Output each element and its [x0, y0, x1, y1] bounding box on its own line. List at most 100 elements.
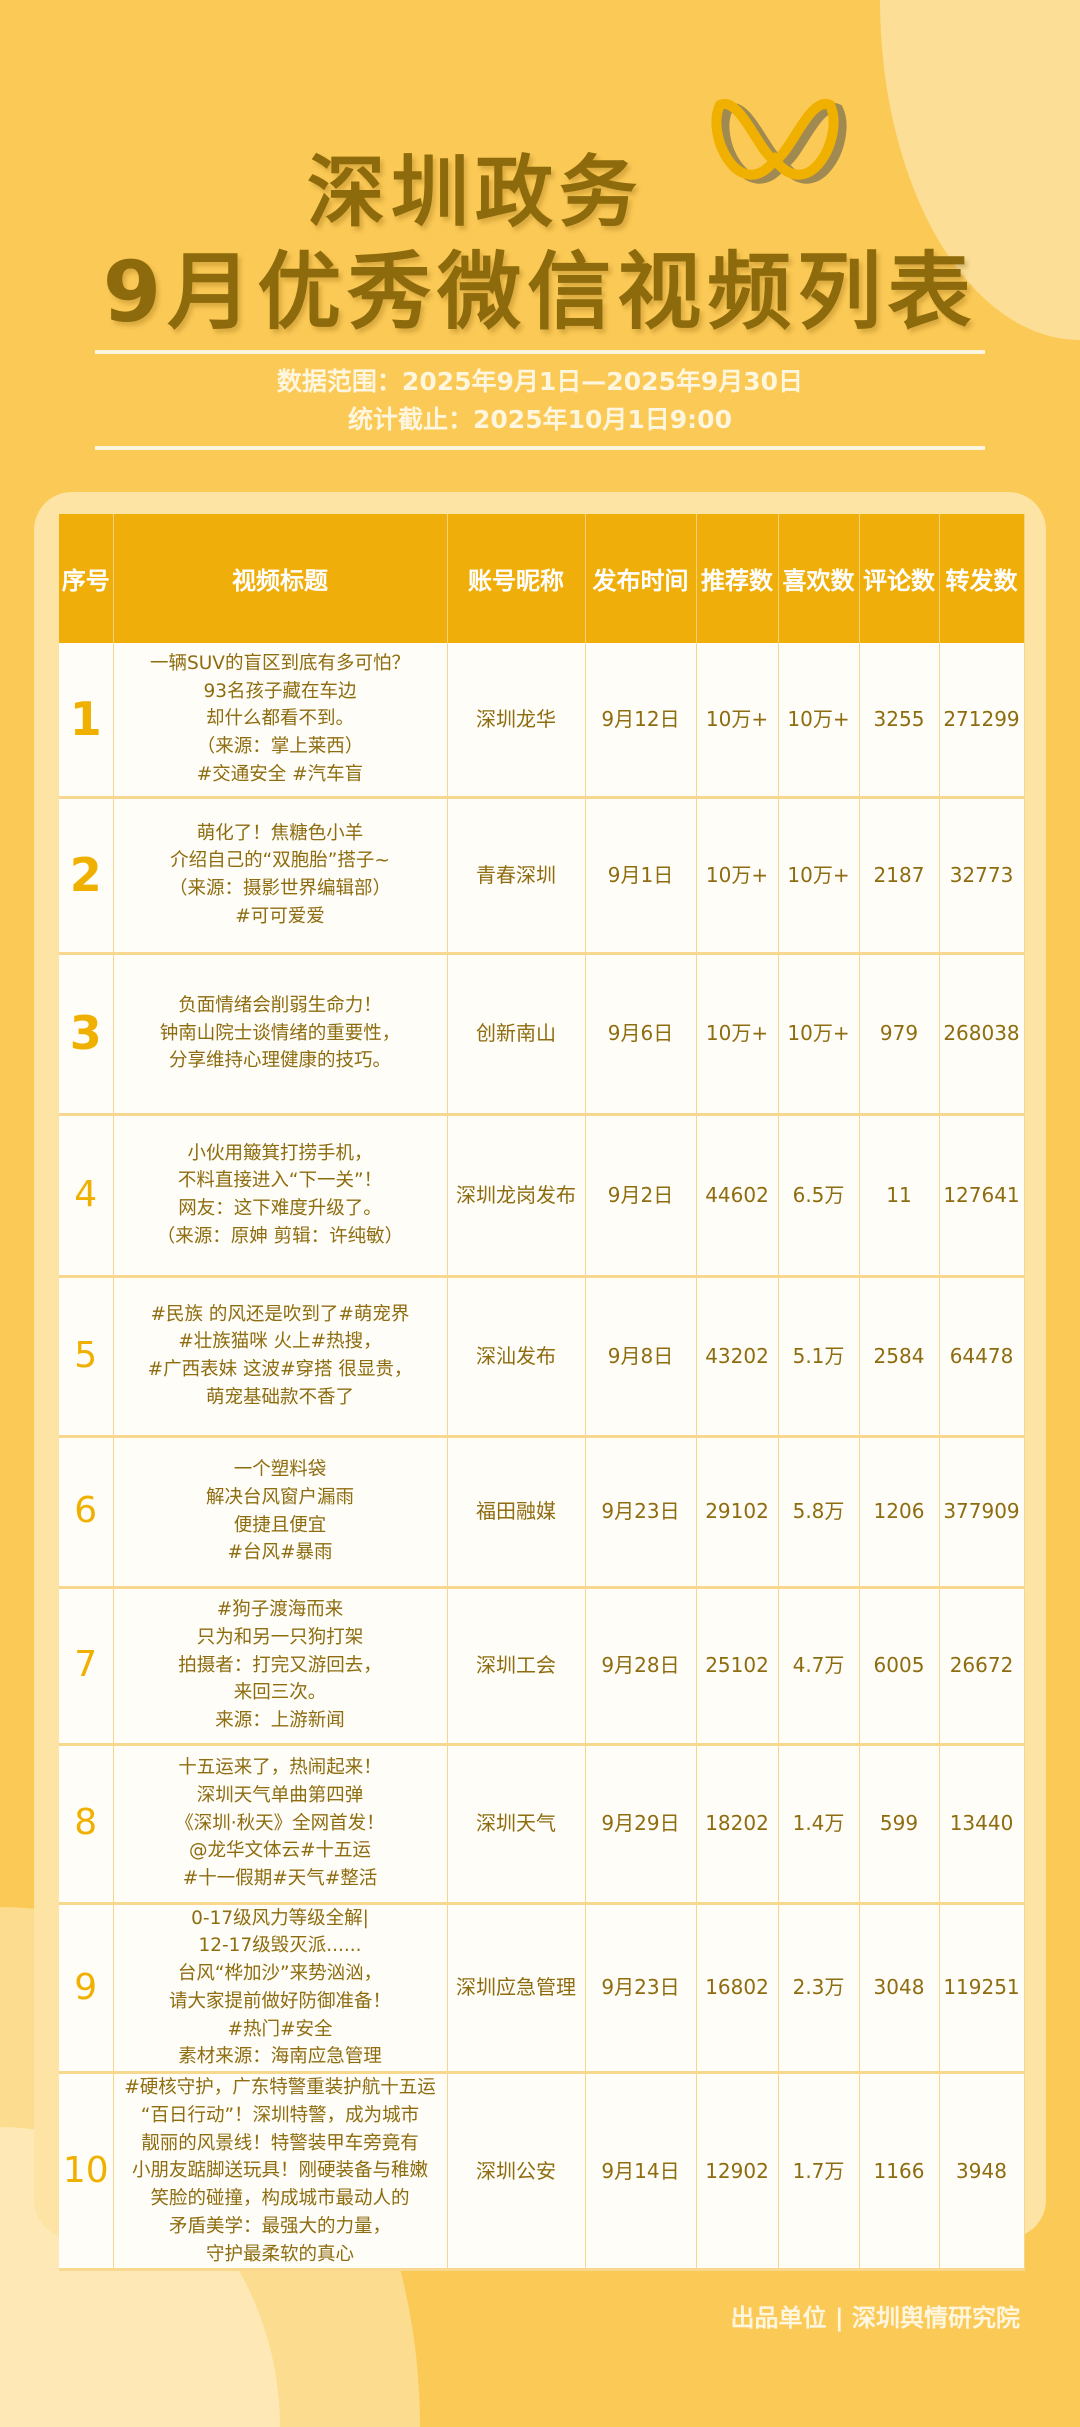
recommend-cell: 12902: [696, 2072, 779, 2272]
account-cell: 深圳工会: [447, 1587, 586, 1746]
comments-cell: 6005: [859, 1587, 940, 1746]
account-cell: 创新南山: [447, 953, 586, 1116]
comments-cell: 2584: [859, 1276, 940, 1438]
wechat-channels-logo-icon: [711, 99, 847, 184]
likes-cell: 2.3万: [778, 1903, 860, 2074]
recommend-cell: 25102: [696, 1587, 779, 1746]
title-cell: 一辆SUV的盲区到底有多可怕？ 93名孩子藏在车边 却什么都看不到。 （来源：掌…: [113, 643, 448, 799]
divider: [95, 350, 985, 354]
shares-cell: 271299: [939, 643, 1025, 799]
table-row: 2 萌化了！焦糖色小羊 介绍自己的“双胞胎”搭子~ （来源：摄影世界编辑部） #可…: [59, 797, 1025, 955]
title-cell: 负面情绪会削弱生命力！ 钟南山院士谈情绪的重要性， 分享维持心理健康的技巧。: [113, 953, 448, 1116]
recommend-cell: 29102: [696, 1436, 779, 1589]
shares-cell: 127641: [939, 1114, 1025, 1278]
likes-cell: 5.1万: [778, 1276, 860, 1438]
col-account: 账号昵称: [447, 514, 586, 643]
col-rank: 序号: [59, 514, 114, 643]
shares-cell: 32773: [939, 797, 1025, 955]
likes-cell: 10万+: [778, 953, 860, 1116]
shares-cell: 64478: [939, 1276, 1025, 1438]
shares-cell: 119251: [939, 1903, 1025, 2074]
likes-cell: 10万+: [778, 643, 860, 799]
comments-cell: 1166: [859, 2072, 940, 2272]
account-cell: 深圳公安: [447, 2072, 586, 2272]
shares-cell: 13440: [939, 1744, 1025, 1905]
title-line1: 深圳政务: [306, 148, 643, 238]
date-cell: 9月2日: [585, 1114, 697, 1278]
cutoff-time: 统计截止：2025年10月1日9:00: [348, 405, 732, 434]
col-title: 视频标题: [113, 514, 448, 643]
rank-cell: 9: [59, 1903, 114, 2074]
producer-credit: 出品单位 | 深圳舆情研究院: [730, 2304, 1020, 2332]
table-row: 8 十五运来了，热闹起来！ 深圳天气单曲第四弹 《深圳·秋天》全网首发！ @龙华文…: [59, 1744, 1025, 1905]
rank-cell: 2: [59, 797, 114, 955]
date-cell: 9月12日: [585, 643, 697, 799]
comments-cell: 11: [859, 1114, 940, 1278]
rank-cell: 10: [59, 2072, 114, 2272]
col-shares: 转发数: [939, 514, 1025, 643]
title-cell: 0-17级风力等级全解| 12-17级毁灭派...... 台风“桦加沙”来势汹汹…: [113, 1903, 448, 2074]
col-comments: 评论数: [859, 514, 940, 643]
comments-cell: 2187: [859, 797, 940, 955]
video-ranking-table: 序号 视频标题 账号昵称 发布时间 推荐数 喜欢数 评论数 转发数 1 一辆SUV…: [59, 514, 1025, 2272]
table-row: 6 一个塑料袋 解决台风窗户漏雨 便捷且便宜 #台风#暴雨 福田融媒 9月23日 291…: [59, 1436, 1025, 1589]
title-cell: #硬核守护，广东特警重装护航十五运 “百日行动”！深圳特警，成为城市 靓丽的风景…: [113, 2072, 448, 2272]
comments-cell: 979: [859, 953, 940, 1116]
likes-cell: 6.5万: [778, 1114, 860, 1278]
recommend-cell: 10万+: [696, 643, 779, 799]
title-cell: #民族 的风还是吹到了#萌宠界 #壮族猫咪 火上#热搜， #广西表妹 这波#穿搭…: [113, 1276, 448, 1438]
divider: [95, 446, 985, 450]
shares-cell: 268038: [939, 953, 1025, 1116]
table-header: 序号 视频标题 账号昵称 发布时间 推荐数 喜欢数 评论数 转发数: [59, 514, 1025, 643]
account-cell: 深圳应急管理: [447, 1903, 586, 2074]
comments-cell: 3255: [859, 643, 940, 799]
rank-cell: 6: [59, 1436, 114, 1589]
date-cell: 9月14日: [585, 2072, 697, 2272]
title-cell: #狗子渡海而来 只为和另一只狗打架 拍摄者：打完又游回去， 来回三次。 来源：上…: [113, 1587, 448, 1746]
account-cell: 福田融媒: [447, 1436, 586, 1589]
rank-cell: 1: [59, 643, 114, 799]
date-cell: 9月29日: [585, 1744, 697, 1905]
recommend-cell: 44602: [696, 1114, 779, 1278]
title-cell: 一个塑料袋 解决台风窗户漏雨 便捷且便宜 #台风#暴雨: [113, 1436, 448, 1589]
title-line2: 9月优秀微信视频列表: [102, 243, 978, 341]
data-range: 数据范围：2025年9月1日—2025年9月30日: [276, 367, 804, 396]
rank-cell: 7: [59, 1587, 114, 1746]
title-cell: 萌化了！焦糖色小羊 介绍自己的“双胞胎”搭子~ （来源：摄影世界编辑部） #可可…: [113, 797, 448, 955]
account-cell: 深汕发布: [447, 1276, 586, 1438]
date-cell: 9月23日: [585, 1903, 697, 2074]
title-cell: 小伙用簸箕打捞手机， 不料直接进入“下一关”！ 网友：这下难度升级了。 （来源：…: [113, 1114, 448, 1278]
shares-cell: 377909: [939, 1436, 1025, 1589]
rank-cell: 8: [59, 1744, 114, 1905]
comments-cell: 1206: [859, 1436, 940, 1589]
rank-cell: 5: [59, 1276, 114, 1438]
shares-cell: 26672: [939, 1587, 1025, 1746]
recommend-cell: 18202: [696, 1744, 779, 1905]
col-likes: 喜欢数: [778, 514, 860, 643]
account-cell: 深圳天气: [447, 1744, 586, 1905]
table-row: 7 #狗子渡海而来 只为和另一只狗打架 拍摄者：打完又游回去， 来回三次。 来源：…: [59, 1587, 1025, 1746]
col-date: 发布时间: [585, 514, 697, 643]
likes-cell: 4.7万: [778, 1587, 860, 1746]
table-row: 5 #民族 的风还是吹到了#萌宠界 #壮族猫咪 火上#热搜， #广西表妹 这波#穿…: [59, 1276, 1025, 1438]
account-cell: 青春深圳: [447, 797, 586, 955]
date-cell: 9月8日: [585, 1276, 697, 1438]
table-row: 4 小伙用簸箕打捞手机， 不料直接进入“下一关”！ 网友：这下难度升级了。 （来源…: [59, 1114, 1025, 1278]
recommend-cell: 10万+: [696, 797, 779, 955]
likes-cell: 1.4万: [778, 1744, 860, 1905]
recommend-cell: 43202: [696, 1276, 779, 1438]
recommend-cell: 16802: [696, 1903, 779, 2074]
shares-cell: 3948: [939, 2072, 1025, 2272]
likes-cell: 10万+: [778, 797, 860, 955]
table-row: 10 #硬核守护，广东特警重装护航十五运 “百日行动”！深圳特警，成为城市 靓丽的…: [59, 2072, 1025, 2272]
col-recommend: 推荐数: [696, 514, 779, 643]
rank-cell: 4: [59, 1114, 114, 1278]
account-cell: 深圳龙华: [447, 643, 586, 799]
recommend-cell: 10万+: [696, 953, 779, 1116]
date-cell: 9月6日: [585, 953, 697, 1116]
likes-cell: 5.8万: [778, 1436, 860, 1589]
table-row: 9 0-17级风力等级全解| 12-17级毁灭派...... 台风“桦加沙”来势汹…: [59, 1903, 1025, 2074]
rank-cell: 3: [59, 953, 114, 1116]
date-cell: 9月23日: [585, 1436, 697, 1589]
comments-cell: 3048: [859, 1903, 940, 2074]
